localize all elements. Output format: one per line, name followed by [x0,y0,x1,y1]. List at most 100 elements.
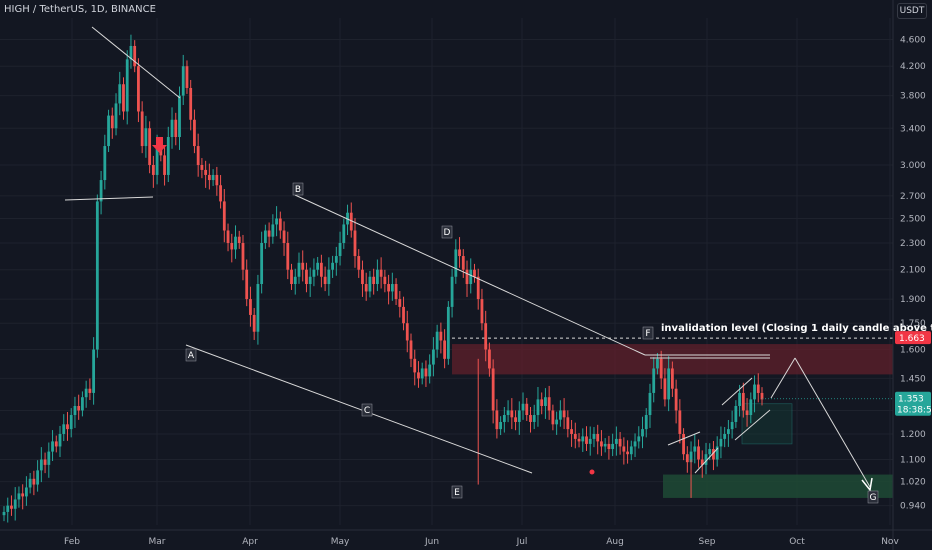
candle-body [614,438,618,444]
x-tick-label: Sep [699,537,716,547]
last-price-tag [895,391,931,416]
candle-body [577,438,581,442]
candle-body [536,399,540,416]
candle-body [596,433,600,442]
candle-body [611,443,615,450]
candle-body [734,405,738,422]
candle-body [327,269,331,285]
candle-body [43,459,47,465]
candle-body [286,242,290,270]
candle-body [226,230,230,243]
candle-body [525,403,529,416]
candle-body [674,388,678,411]
candle-body [514,417,517,422]
candle-body [252,314,256,332]
candle-body [193,119,196,147]
candle-body [181,66,185,96]
candle-body [555,419,559,425]
y-tick-label: 1.600 [900,346,926,356]
currency-unit-button[interactable]: USDT [897,3,927,19]
candle-body [704,454,708,465]
y-tick-label: 2.300 [900,239,926,249]
candle-body [745,410,749,416]
candle-body [133,45,137,67]
candle-body [301,262,305,270]
candle-body [62,424,66,434]
candle-body [529,415,532,422]
candle-body [282,230,286,243]
y-tick-label: 3.000 [900,161,926,171]
candle-body [607,443,611,450]
point-label: A [188,351,195,361]
chart-grid [0,18,893,525]
candle-body [573,433,577,439]
candle-body [383,276,387,285]
candle-body [432,349,435,365]
candle-body [372,276,376,285]
candle-body [204,169,208,175]
candle-body [585,436,588,444]
candle-body [84,388,88,398]
candle-body [368,276,372,292]
y-tick-label: 3.400 [900,124,926,134]
candle-body [405,323,409,341]
candle-body [237,236,241,243]
candle-body [667,368,671,400]
candle-body [271,224,275,237]
candle-body [700,459,704,465]
candle-body [151,164,155,175]
candle-body [450,276,454,307]
candle-body [502,415,506,422]
candle-body [387,284,391,292]
candle-body [219,185,222,202]
x-tick-label: Jun [424,537,439,547]
candle-body [488,349,491,369]
candle-body [114,103,118,129]
candle-body [476,276,480,300]
point-label: B [295,185,301,195]
candle-body [570,429,573,434]
candle-body [719,438,723,447]
candle-body [521,403,525,411]
candle-body [461,256,465,270]
point-label: F [645,329,650,339]
candle-body [163,155,166,175]
candle-body [99,180,103,202]
candle-body [290,269,293,285]
point-label: G [870,493,877,503]
candle-body [207,174,211,181]
candle-body [656,358,659,369]
candle-body [353,230,357,257]
wedge-bottom [734,409,771,441]
trendline-base [64,196,154,201]
candle-body [312,269,316,277]
candle-body [480,299,484,324]
trendline-top [91,26,181,99]
candle-body [256,284,260,332]
invalidation-note: invalidation level (Closing 1 daily cand… [661,323,932,334]
candle-body [540,399,544,406]
candle-body [185,66,189,88]
candle-body [155,146,159,175]
candle-body [738,392,741,406]
candle-body [506,410,510,416]
candle-body [32,478,36,485]
candle-body [110,115,114,129]
candle-body [316,262,320,270]
candle-body [215,174,219,186]
candle-body [618,438,622,447]
candle-body [648,392,652,416]
trendline-upper [294,194,646,356]
point-label-box [441,225,453,239]
candle-body [413,358,417,373]
candle-body [394,284,398,300]
candle-body [760,392,764,400]
candle-body [137,66,140,112]
candle-body [398,299,402,307]
y-tick-label: 1.020 [900,478,926,488]
candle-body [88,388,92,393]
candle-body [319,262,323,277]
y-tick-label: 1.100 [900,455,926,465]
